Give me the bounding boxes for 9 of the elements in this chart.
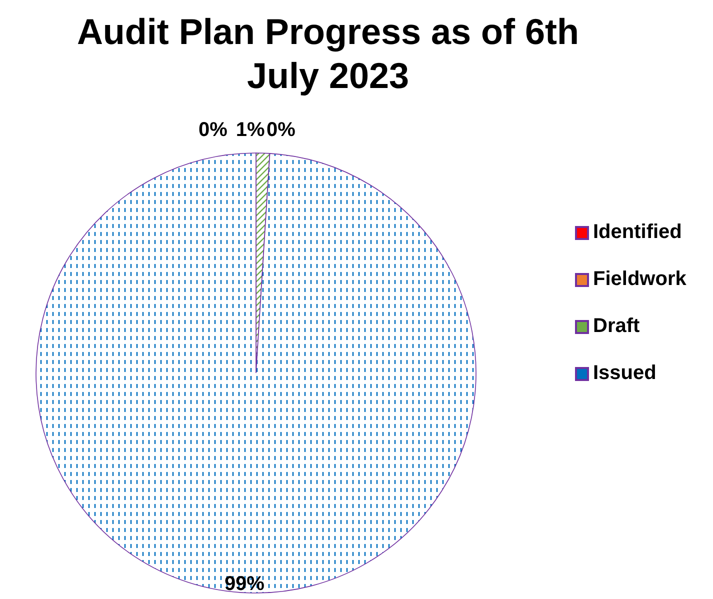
text: 0% bbox=[266, 119, 296, 141]
data-label: 1% bbox=[236, 119, 266, 142]
legend-label: Draft bbox=[593, 315, 640, 338]
legend-label: Identified bbox=[593, 221, 682, 244]
text: 0% bbox=[198, 119, 228, 141]
data-label: 99% bbox=[224, 572, 265, 595]
legend-label: Fieldwork bbox=[593, 268, 686, 291]
chart-title: Audit Plan Progress as of 6th July 2023 bbox=[76, 10, 580, 98]
legend-label: Issued bbox=[593, 362, 656, 385]
